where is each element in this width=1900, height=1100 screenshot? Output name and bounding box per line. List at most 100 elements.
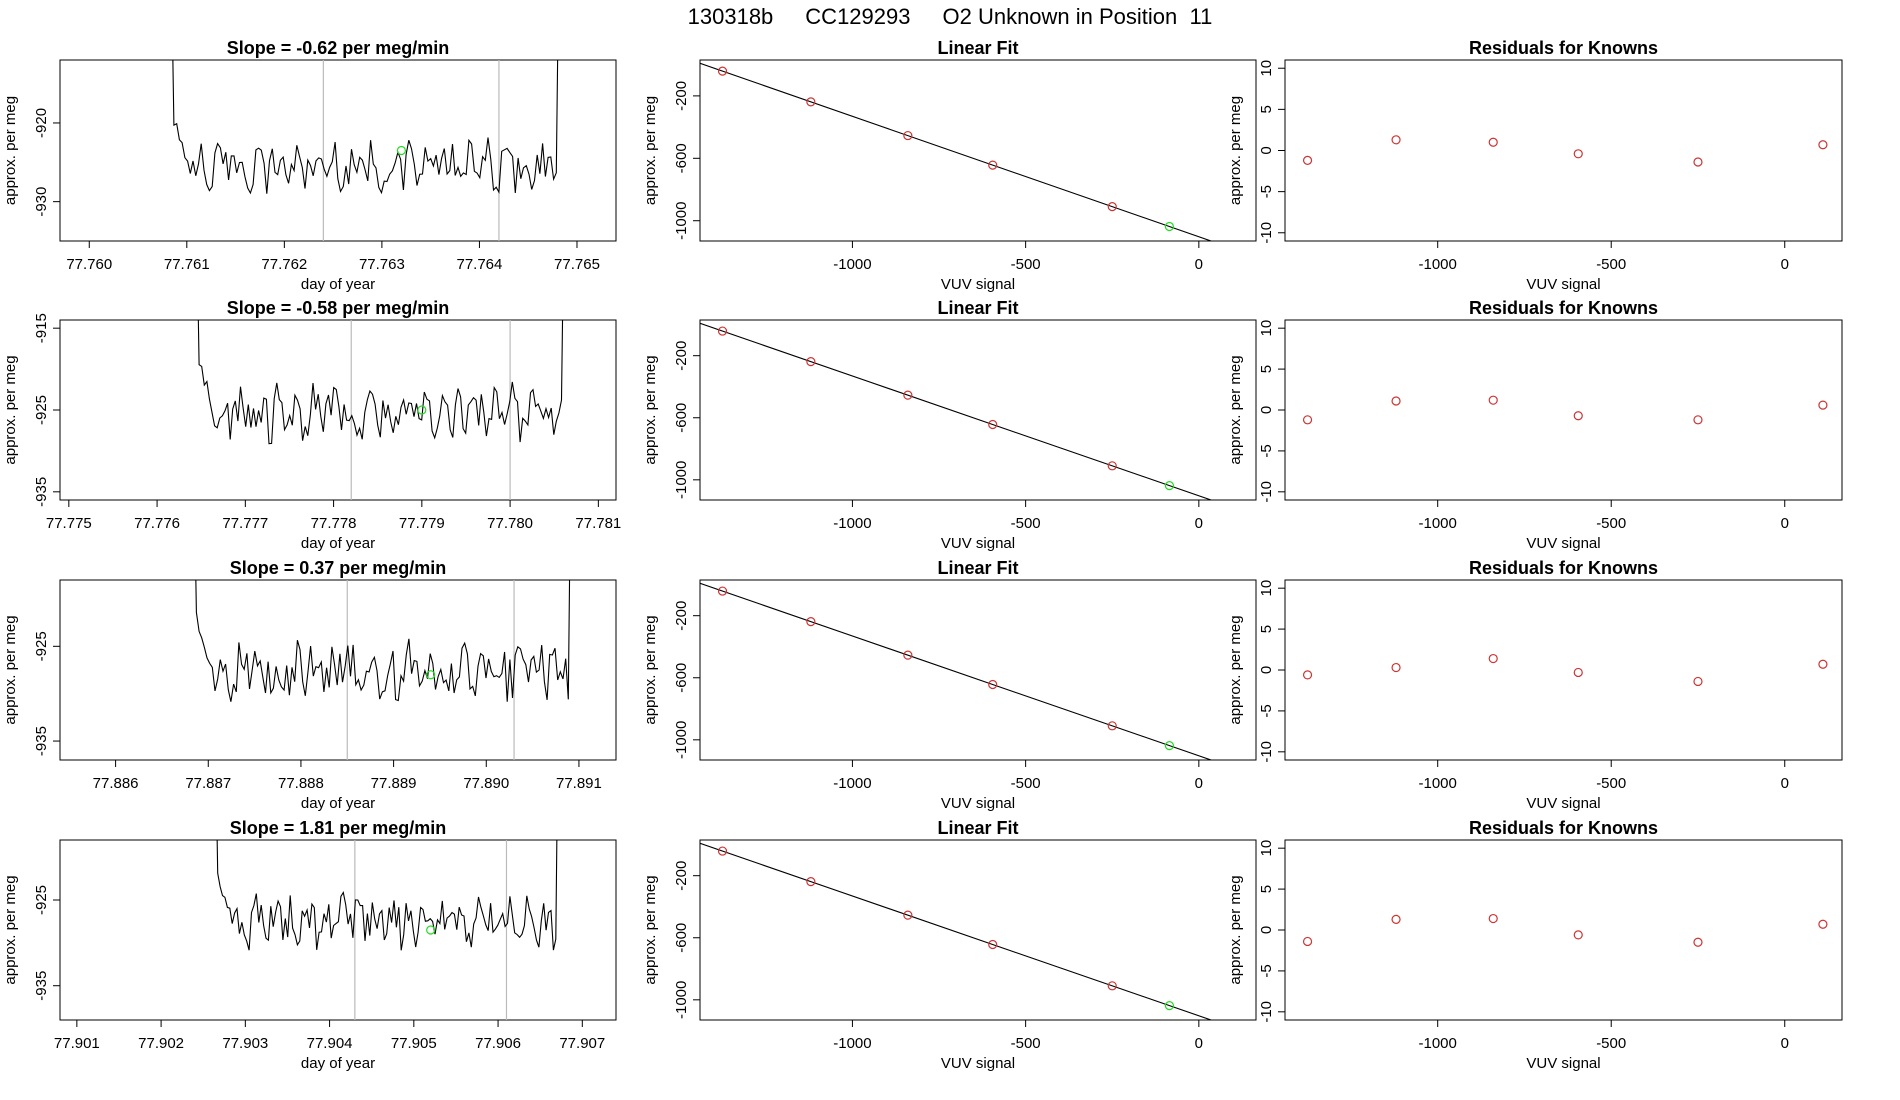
x-tick-label: 77.778 — [311, 515, 357, 532]
x-tick-label: 77.763 — [359, 256, 405, 273]
panel-title: Linear Fit — [937, 818, 1018, 838]
x-tick-label: 77.890 — [463, 775, 509, 792]
y-tick-label: -600 — [673, 923, 690, 953]
x-tick-label: 0 — [1195, 775, 1203, 792]
x-tick-label: 77.889 — [371, 775, 417, 792]
known-point — [988, 939, 998, 950]
y-tick-label: -915 — [33, 313, 50, 343]
panel-title: Residuals for Knowns — [1469, 298, 1658, 318]
panel-1: Slope = -0.62 per meg/min day of year appr… — [2, 38, 617, 293]
known-point — [903, 910, 913, 920]
x-axis-label: VUV signal — [1526, 535, 1600, 552]
known-point — [988, 160, 998, 170]
y-tick-label: -5 — [1258, 704, 1275, 717]
known-point — [717, 846, 728, 856]
plot-frame — [1284, 579, 1843, 761]
residual-point — [1693, 676, 1703, 687]
plot-frame — [1284, 839, 1843, 1021]
x-tick-label: 77.901 — [54, 1035, 100, 1052]
x-axis-label: day of year — [301, 276, 375, 293]
panel-title: Linear Fit — [937, 298, 1018, 318]
x-tick-label: 77.887 — [185, 775, 231, 792]
panel-title: Residuals for Knowns — [1469, 818, 1658, 838]
plot-area — [700, 582, 1213, 760]
residual-point — [1488, 653, 1498, 664]
x-tick-label: 77.905 — [391, 1035, 437, 1052]
y-axis-label: approx. per meg — [642, 355, 659, 464]
fit-line — [700, 322, 1213, 500]
y-axis-label: approx. per meg — [1227, 96, 1244, 205]
plot-frame — [699, 579, 1257, 761]
series-line — [197, 320, 564, 445]
y-tick-label: -10 — [1258, 741, 1275, 763]
plot-area — [700, 842, 1213, 1020]
residual-point — [1391, 662, 1401, 673]
x-axis-label: day of year — [301, 795, 375, 812]
y-tick-label: 10 — [1258, 580, 1275, 597]
panel-7: Slope = 0.37 per meg/min day of year appro… — [2, 558, 617, 812]
x-axis-label: VUV signal — [1526, 276, 1600, 293]
y-tick-label: -5 — [1258, 444, 1275, 457]
panel-title: Linear Fit — [937, 558, 1018, 578]
plot-area — [195, 580, 571, 760]
residual-point — [1573, 930, 1583, 940]
series-line — [172, 60, 559, 195]
x-tick-label: 0 — [1781, 256, 1789, 273]
x-tick-label: -1000 — [833, 1035, 871, 1052]
residual-point — [1302, 155, 1313, 165]
y-tick-label: -200 — [673, 601, 690, 631]
y-axis-label: approx. per meg — [642, 96, 659, 205]
fit-line — [700, 582, 1213, 760]
x-tick-label: 77.779 — [399, 515, 445, 532]
unknown-point — [417, 405, 427, 415]
x-tick-label: 77.902 — [138, 1035, 184, 1052]
known-point — [717, 66, 728, 76]
cylinder-id: CC129293 — [805, 4, 911, 29]
residual-point — [1818, 400, 1828, 410]
x-tick-label: 77.903 — [222, 1035, 268, 1052]
unknown-point — [1164, 221, 1174, 232]
known-point — [806, 617, 816, 627]
x-axis-label: day of year — [301, 535, 375, 552]
plot-frame — [59, 319, 617, 501]
x-tick-label: -500 — [1011, 1035, 1041, 1052]
x-tick-label: 77.906 — [475, 1035, 521, 1052]
residual-point — [1693, 157, 1703, 167]
x-tick-label: -500 — [1596, 256, 1626, 273]
y-axis-label: approx. per meg — [2, 355, 19, 464]
x-tick-label: 77.907 — [559, 1035, 605, 1052]
y-tick-label: -1000 — [673, 721, 690, 759]
y-tick-label: 0 — [1258, 406, 1275, 414]
x-tick-label: 77.780 — [487, 515, 533, 532]
plot-frame — [1284, 59, 1843, 242]
panel-10: Slope = 1.81 per meg/min day of year appro… — [2, 818, 617, 1072]
y-axis-label: approx. per meg — [642, 615, 659, 724]
y-axis-label: approx. per meg — [1227, 875, 1244, 984]
plot-area — [1302, 653, 1828, 687]
y-tick-label: 10 — [1258, 320, 1275, 337]
y-tick-label: -5 — [1258, 185, 1275, 198]
y-tick-label: -925 — [33, 631, 50, 661]
y-tick-label: -1000 — [673, 461, 690, 499]
x-tick-label: 77.761 — [164, 256, 210, 273]
y-axis-label: approx. per meg — [642, 875, 659, 984]
x-tick-label: -500 — [1596, 1035, 1626, 1052]
residual-point — [1488, 137, 1498, 147]
y-tick-label: -930 — [33, 187, 50, 217]
known-point — [806, 357, 816, 367]
y-axis-label: approx. per meg — [1227, 615, 1244, 724]
x-tick-label: 77.781 — [575, 515, 621, 532]
panel-title: Residuals for Knowns — [1469, 38, 1658, 58]
panel-8: Linear Fit VUV signal approx. per meg -1000… — [642, 558, 1257, 812]
x-tick-label: -500 — [1596, 515, 1626, 532]
panel-title: Linear Fit — [937, 38, 1018, 58]
panel-11: Linear Fit VUV signal approx. per meg -1000… — [642, 818, 1257, 1072]
x-tick-label: -500 — [1011, 515, 1041, 532]
y-tick-label: -200 — [673, 81, 690, 111]
fit-line — [700, 62, 1213, 241]
residual-point — [1391, 914, 1401, 924]
plot-area — [700, 322, 1213, 500]
x-tick-label: -500 — [1011, 775, 1041, 792]
panel-12: Residuals for Knowns VUV signal approx. pe… — [1227, 818, 1843, 1072]
x-tick-label: -1000 — [1419, 515, 1457, 532]
